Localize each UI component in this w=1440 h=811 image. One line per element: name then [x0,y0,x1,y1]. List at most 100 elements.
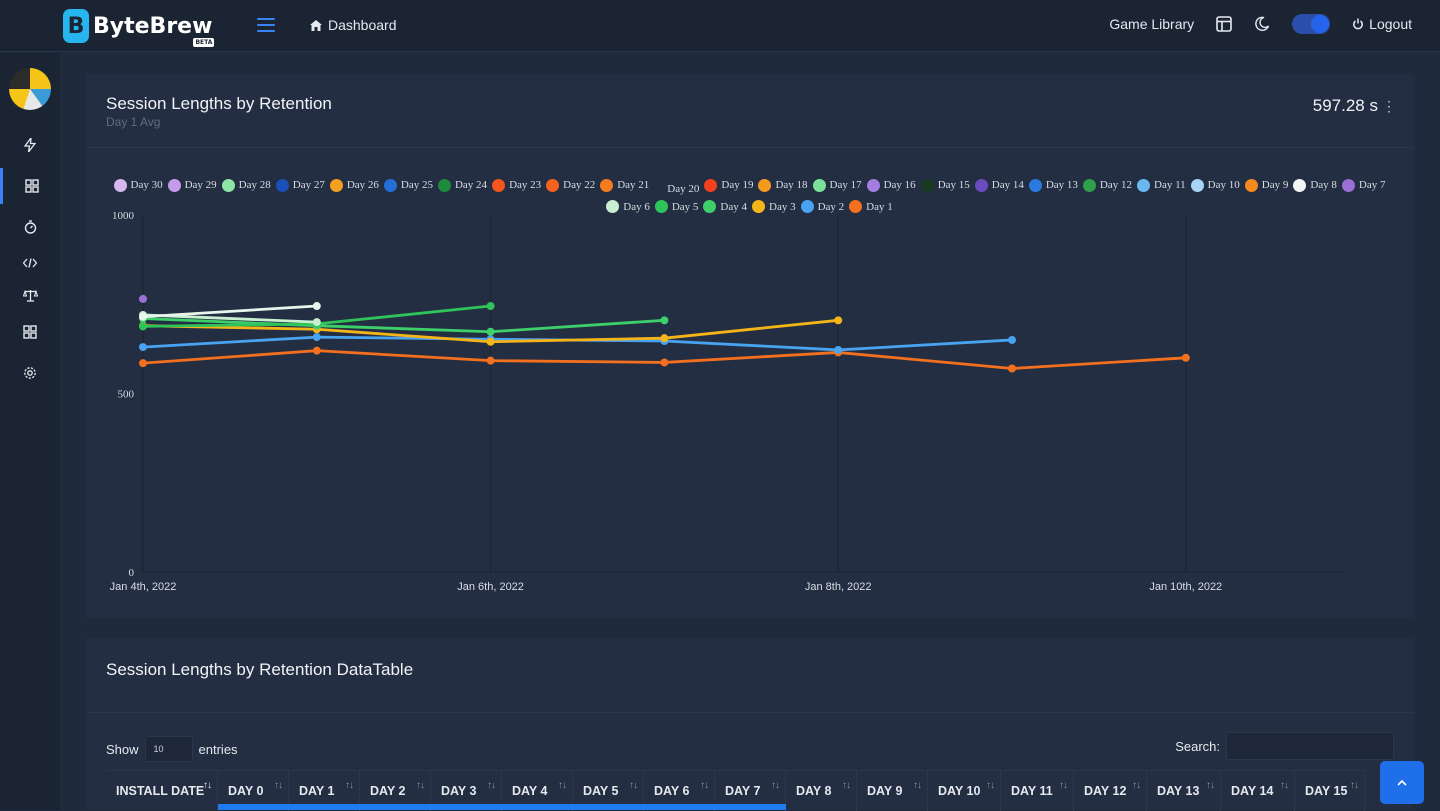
legend-swatch [329,178,343,192]
logout-button[interactable]: Logout [1352,16,1412,32]
sort-icon: ↑↓ [1206,780,1215,791]
legend-swatch [1137,178,1150,192]
data-point [1008,335,1016,344]
column-header[interactable]: DAY 5 ↑↓ [573,771,644,811]
breadcrumb[interactable]: Dashboard [310,17,397,33]
legend-label: Day 22 [563,179,596,191]
legend-item[interactable]: Day 16 [866,176,916,194]
legend-item[interactable]: Day 6 [606,198,650,216]
sidebar-item-code[interactable] [0,245,60,281]
game-library-link[interactable]: Game Library [1109,16,1195,32]
legend-item[interactable]: Day 20 [667,180,699,198]
column-header[interactable]: DAY 0 ↑↓ [218,771,289,811]
x-tick-label: Jan 10th, 2022 [1149,581,1222,593]
column-header[interactable]: DAY 11 ↑↓ [1001,771,1074,811]
legend-item[interactable]: Day 22 [546,176,595,194]
menu-toggle-icon[interactable] [257,18,275,32]
column-header-label: DAY 0 [228,784,264,798]
moon-icon[interactable] [1254,16,1270,32]
column-header[interactable]: DAY 12 ↑↓ [1074,771,1147,811]
data-point [312,302,321,311]
legend-item[interactable]: Day 4 [703,198,747,216]
legend-item[interactable]: Day 7 [1341,176,1385,194]
legend-item[interactable]: Day 3 [752,198,796,216]
legend-item[interactable]: Day 10 [1190,176,1240,194]
column-header[interactable]: DAY 7 ↑↓ [715,771,786,811]
code-icon [23,258,37,268]
column-header-label: DAY 2 [370,784,406,798]
sidebar-item-timer[interactable] [0,209,60,245]
column-header[interactable]: DAY 15 ↑↓ [1295,771,1365,811]
column-header[interactable]: INSTALL DATE ↑↓ [106,771,218,811]
column-header[interactable]: DAY 9 ↑↓ [857,771,928,811]
brand-logo[interactable]: B ByteBrew BETA [63,8,215,47]
legend-item[interactable]: Day 29 [167,176,217,194]
column-header[interactable]: DAY 4 ↑↓ [502,771,573,811]
sidebar-item-dashboard[interactable] [0,168,60,204]
legend-item[interactable]: Day 13 [1028,176,1078,194]
legend-item[interactable]: Day 1 [849,198,893,216]
legend-item[interactable]: Day 9 [1244,176,1289,194]
sidebar-item-realtime[interactable] [0,127,60,163]
column-header[interactable]: DAY 1 ↑↓ [289,771,360,811]
sort-icon: ↑↓ [416,780,425,791]
column-header-label: DAY 14 [1231,784,1274,798]
sidebar-item-settings[interactable] [0,355,60,391]
data-point [834,316,843,325]
legend-item[interactable]: Day 11 [1137,176,1186,194]
legend-item[interactable]: Day 23 [492,176,541,194]
legend-label: Day 21 [617,179,650,191]
legend-item[interactable]: Day 30 [113,176,163,194]
sidebar-item-balance[interactable] [0,277,60,313]
legend-item[interactable]: Day 28 [221,176,271,194]
legend-item[interactable]: Day 14 [974,176,1024,194]
column-header-label: DAY 6 [654,784,690,798]
legend-label: Day 6 [623,200,650,213]
legend-item[interactable]: Day 26 [329,176,379,194]
legend-swatch [866,178,880,192]
legend-item[interactable]: Day 19 [704,176,753,194]
legend-item[interactable]: Day 18 [758,176,808,194]
home-icon [310,19,322,31]
legend-item[interactable]: Day 5 [654,198,698,216]
legend-item[interactable]: Day 21 [600,176,649,194]
column-header[interactable]: DAY 10 ↑↓ [928,771,1001,811]
show-label: Show [106,741,139,757]
search-label: Search: [1175,738,1220,754]
column-header[interactable]: DAY 3 ↑↓ [431,771,502,811]
dark-mode-toggle[interactable] [1292,14,1331,34]
search-input[interactable] [1226,732,1394,760]
legend-label: Day 13 [1045,179,1078,191]
beta-badge: BETA [193,37,215,47]
column-header[interactable]: DAY 6 ↑↓ [644,771,715,811]
data-point [486,302,495,311]
column-header[interactable]: DAY 2 ↑↓ [360,771,431,811]
entries-select[interactable]: 10 [144,736,193,762]
legend-item[interactable]: Day 17 [812,176,862,194]
column-header-label: DAY 15 [1305,784,1348,798]
column-header[interactable]: DAY 14 ↑↓ [1221,771,1295,811]
legend-swatch [974,178,988,192]
legend-item[interactable]: Day 27 [275,176,325,194]
legend-item[interactable]: Day 15 [920,176,970,194]
legend-item[interactable]: Day 25 [383,176,433,194]
sidebar-item-apps[interactable] [0,314,60,350]
data-point [834,345,843,354]
sort-icon: ↑↓ [913,780,922,791]
column-header[interactable]: DAY 13 ↑↓ [1147,771,1221,811]
y-tick-label: 0 [129,567,135,579]
legend-item[interactable]: Day 24 [437,176,487,194]
game-avatar[interactable] [9,68,51,110]
legend-item[interactable]: Day 8 [1293,176,1337,194]
legend-item[interactable]: Day 12 [1082,176,1132,194]
legend-swatch [849,200,863,213]
legend-item[interactable]: Day 2 [800,198,844,216]
legend-label: Day 9 [1261,179,1289,191]
column-header[interactable]: DAY 8 ↑↓ [786,771,857,811]
layout-icon[interactable] [1216,16,1232,32]
scroll-to-top-button[interactable] [1380,761,1424,804]
table-horizontal-scrollbar[interactable] [218,804,786,810]
data-point [312,333,321,342]
divider [86,712,1414,713]
more-options-icon[interactable]: ⋮ [1382,98,1396,114]
